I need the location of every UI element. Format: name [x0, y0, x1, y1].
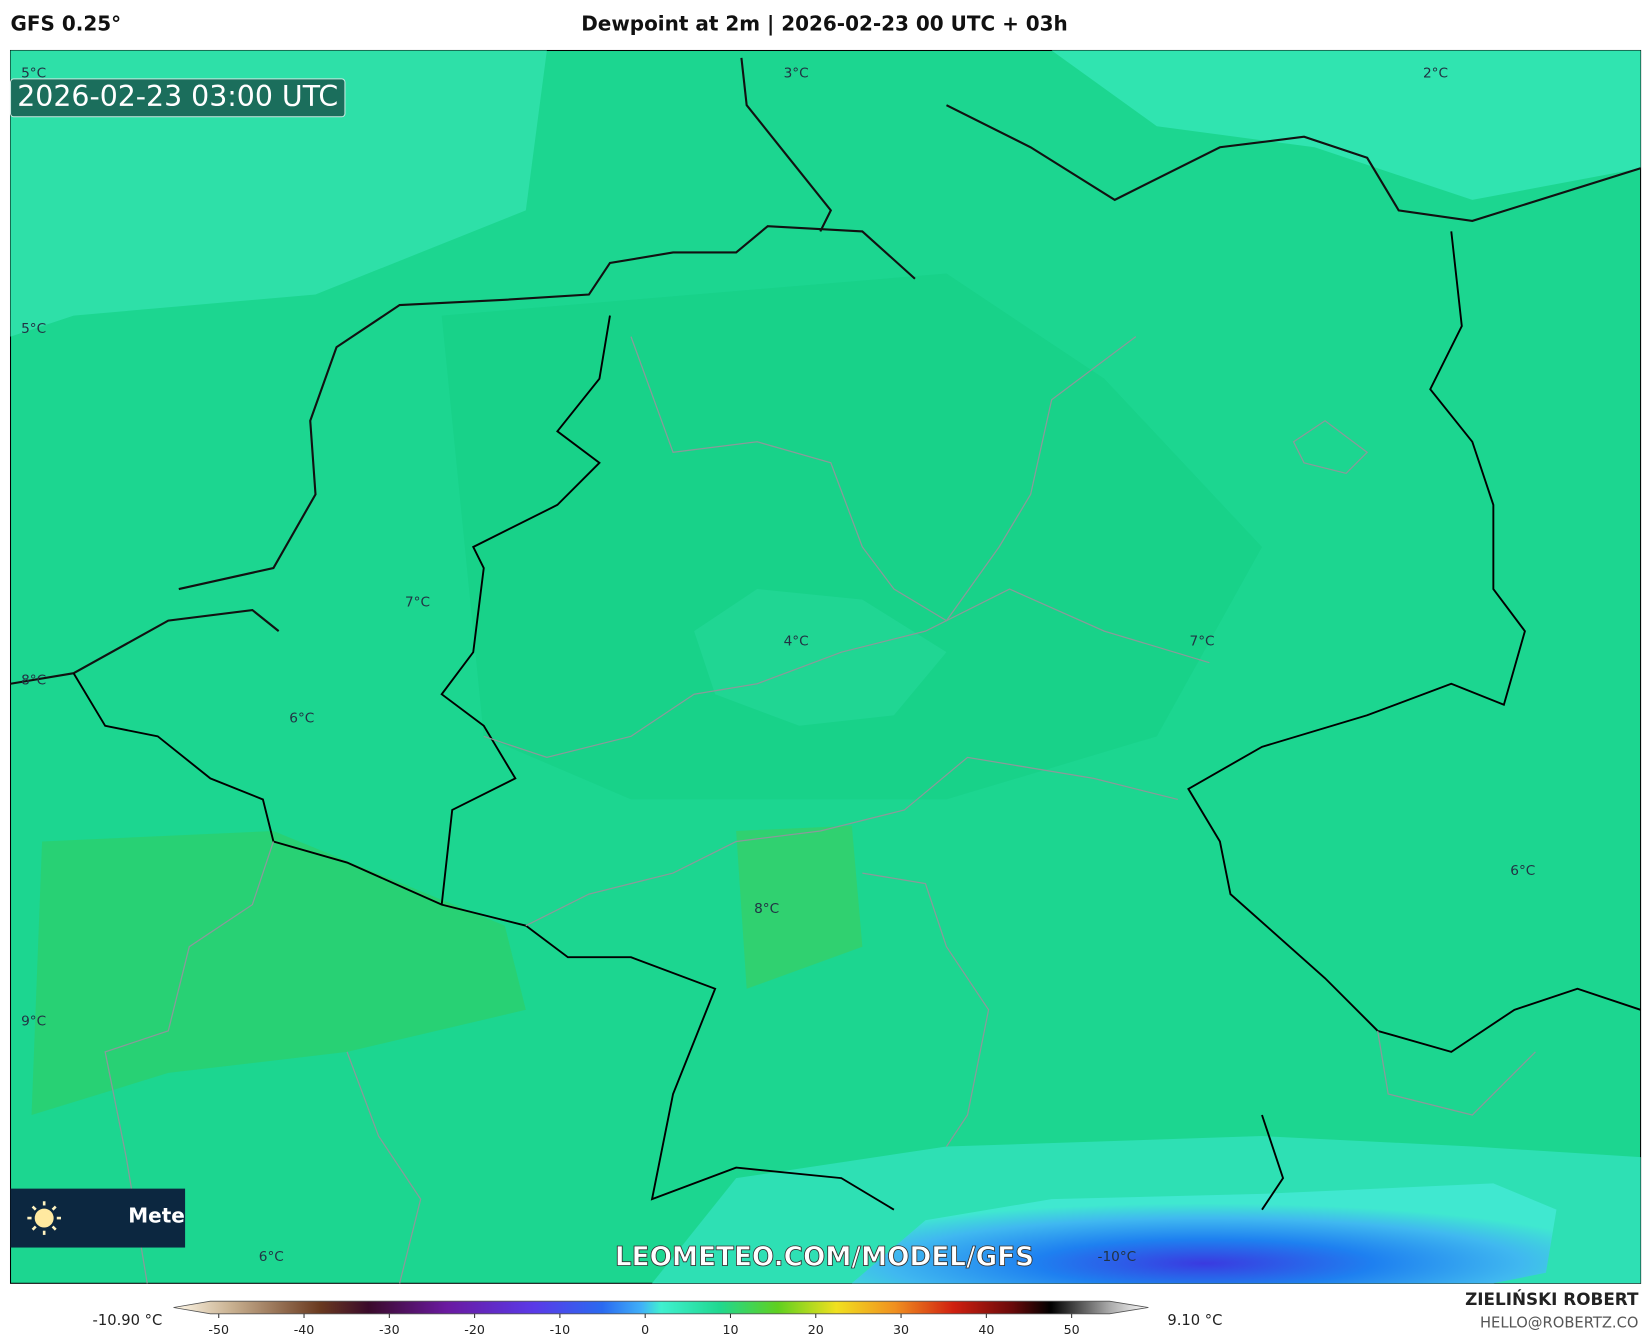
tick-label: 30	[893, 1322, 909, 1337]
sun-icon	[27, 1201, 61, 1235]
contour-label: 7°C	[405, 595, 430, 611]
colorbar-max: 9.10 °C	[1167, 1312, 1222, 1329]
coastline	[10, 57, 1641, 685]
colorbar-scale	[173, 1300, 1149, 1315]
cold-area	[851, 1183, 1557, 1284]
tick-label: -40	[294, 1322, 315, 1337]
contour-area	[31, 830, 526, 1115]
contour-label: -10°C	[1098, 1249, 1137, 1265]
tick-label: 50	[1064, 1322, 1080, 1337]
contour-label: 6°C	[259, 1249, 284, 1265]
timestamp-box	[9, 78, 346, 118]
contour-label: 4°C	[784, 634, 809, 650]
contour-label: 8°C	[21, 673, 46, 689]
tick-label: -30	[379, 1322, 400, 1337]
credit-email: HELLO@ROBERTZ.CO	[1480, 1314, 1639, 1331]
tick-label: -20	[464, 1322, 485, 1337]
map-labels: 5°C 3°C 2°C 5°C 7°C 4°C 7°C 8°C 6°C 6°C 8°C 9°C 6°C -…	[21, 66, 1535, 1265]
map-title: Dewpoint at 2m | 2026-02-23 00 UTC + 03h	[581, 12, 1068, 36]
timestamp: 2026-02-23 03:00 UTC	[17, 80, 338, 113]
contour-area	[10, 50, 547, 337]
badge-text: Mete	[128, 1204, 185, 1228]
tick-label: 40	[978, 1322, 994, 1337]
tick-label: 20	[808, 1322, 824, 1337]
map: 5°C 3°C 2°C 5°C 7°C 4°C 7°C 8°C 6°C 6°C 8°C 9°C 6°C -…	[9, 49, 1642, 1284]
colorbar-ticks: -50 -40 -30 -20 -10 0 10 20 30 40 50	[208, 1313, 1080, 1337]
contour-area	[1051, 50, 1641, 200]
model-name: GFS 0.25°	[11, 12, 122, 36]
tick-label: 0	[641, 1322, 649, 1337]
contour-label: 5°C	[21, 321, 46, 337]
contour-label: 6°C	[1510, 863, 1535, 879]
watermark: LEOMETEO.COM/MODEL/GFS	[615, 1243, 1034, 1273]
contour-label: 5°C	[21, 66, 46, 82]
contour-label: 7°C	[1190, 634, 1215, 650]
region-border	[104, 336, 1536, 1284]
contour-label: 8°C	[754, 901, 779, 917]
colorbar-min: -10.90 °C	[93, 1312, 163, 1329]
contour-label: 9°C	[21, 1013, 46, 1029]
tick-label: 10	[722, 1322, 738, 1337]
contour-area	[736, 825, 863, 989]
contour-label: 3°C	[784, 66, 809, 82]
contour-area	[441, 273, 1262, 800]
colorbar: -10.90 °C 9.10 °C -50 -40 -30 -20 -10 0 10 20 30…	[93, 1300, 1222, 1337]
tick-label: -10	[550, 1322, 571, 1337]
credit-name: ZIELIŃSKI ROBERT	[1465, 1288, 1639, 1309]
contour-label: 2°C	[1423, 66, 1448, 82]
tick-label: -50	[208, 1322, 229, 1337]
contour-label: 6°C	[289, 710, 314, 726]
